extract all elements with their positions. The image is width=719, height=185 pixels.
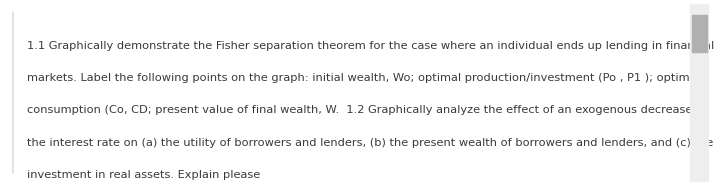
Text: the interest rate on (a) the utility of borrowers and lenders, (b) the present w: the interest rate on (a) the utility of … xyxy=(27,138,713,148)
Text: investment in real assets. Explain please: investment in real assets. Explain pleas… xyxy=(27,170,260,180)
Text: markets. Label the following points on the graph: initial wealth, Wo; optimal pr: markets. Label the following points on t… xyxy=(27,73,700,83)
Text: consumption (Co, CD; present value of final wealth, W.  1.2 Graphically analyze : consumption (Co, CD; present value of fi… xyxy=(27,105,707,115)
Text: 1.1 Graphically demonstrate the Fisher separation theorem for the case where an : 1.1 Graphically demonstrate the Fisher s… xyxy=(27,41,715,51)
